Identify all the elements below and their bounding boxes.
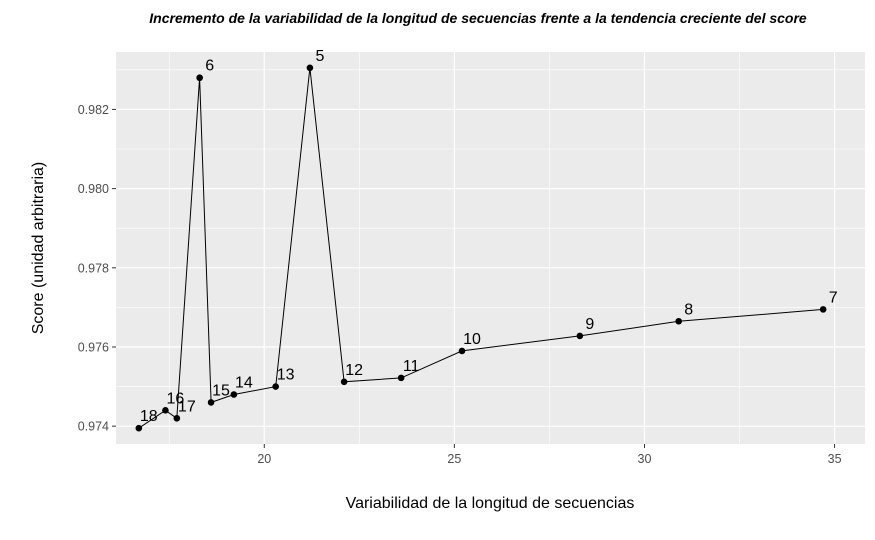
point-label-18: 18 — [140, 408, 158, 425]
data-point-12 — [340, 378, 348, 386]
data-point-17 — [173, 414, 181, 422]
point-label-8: 8 — [684, 301, 693, 318]
data-point-7 — [819, 306, 827, 313]
x-axis: 20 25 30 35 — [257, 444, 842, 466]
y-tick-label: 0.982 — [78, 103, 109, 117]
chart-title: Incremento de la variabilidad de la long… — [149, 10, 807, 26]
y-tick-label: 0.978 — [78, 261, 109, 275]
data-point-8 — [675, 317, 683, 325]
data-point-11 — [397, 374, 405, 382]
point-label-7: 7 — [829, 289, 838, 306]
x-tick-label: 20 — [257, 452, 271, 466]
data-point-10 — [458, 347, 466, 355]
y-tick-label: 0.974 — [78, 420, 109, 434]
data-point-18 — [135, 424, 143, 432]
y-axis-title: Score (unidad arbitraria) — [30, 162, 47, 335]
point-label-13: 13 — [277, 367, 295, 384]
data-point-9 — [576, 332, 584, 340]
y-tick-label: 0.980 — [78, 182, 109, 196]
y-axis: 0.974 0.976 0.978 0.980 0.982 — [78, 103, 116, 434]
series-line — [138, 67, 824, 429]
plot-panel — [116, 52, 865, 444]
point-label-12: 12 — [345, 362, 363, 379]
data-point-16 — [162, 407, 169, 414]
data-point-13 — [272, 383, 279, 390]
x-tick-label: 35 — [828, 452, 842, 466]
point-label-15: 15 — [212, 382, 230, 399]
grid-minor — [116, 52, 865, 444]
point-label-10: 10 — [463, 331, 481, 348]
data-point-15 — [207, 399, 215, 406]
point-label-16: 16 — [167, 390, 185, 407]
x-tick-label: 25 — [447, 452, 461, 466]
data-point-5 — [306, 64, 314, 72]
point-label-9: 9 — [585, 316, 594, 333]
point-label-14: 14 — [235, 375, 253, 392]
x-axis-title: Variabilidad de la longitud de secuencia… — [346, 495, 635, 512]
point-label-11: 11 — [403, 358, 420, 375]
data-point-6 — [196, 74, 203, 82]
point-label-17: 17 — [178, 398, 196, 415]
data-point-14 — [230, 391, 238, 398]
point-label-6: 6 — [205, 58, 214, 75]
y-tick-label: 0.976 — [78, 340, 109, 354]
data-points — [135, 64, 827, 432]
point-label-5: 5 — [315, 48, 324, 65]
x-tick-label: 30 — [638, 452, 652, 466]
